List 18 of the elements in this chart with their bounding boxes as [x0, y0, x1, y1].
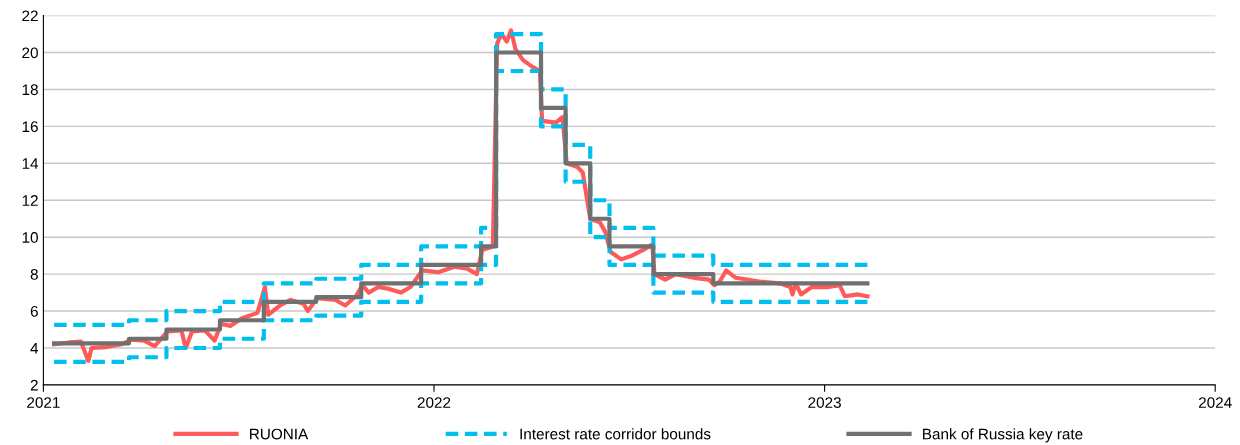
y-tick-label: 4	[30, 343, 39, 354]
y-tick-label: 12	[22, 195, 38, 206]
legend-label: Interest rate corridor bounds	[520, 428, 711, 440]
x-tick-label: 2024	[1198, 397, 1232, 408]
legend-label: RUONIA	[250, 428, 309, 440]
y-tick-label: 22	[22, 10, 38, 22]
y-tick-label: 8	[30, 268, 38, 280]
y-tick-label: 18	[22, 84, 38, 96]
x-tick-label: 2021	[27, 397, 60, 408]
y-tick-label: 6	[30, 305, 38, 317]
x-tick-label: 2022	[417, 397, 451, 408]
legend-label: Bank of Russia key rate	[923, 428, 1083, 443]
y-tick-label: 14	[22, 158, 39, 169]
y-tick-label: 16	[22, 121, 38, 133]
y-tick-label: 20	[22, 47, 38, 59]
y-tick-label: 2	[30, 379, 38, 391]
x-tick-label: 2023	[808, 397, 841, 408]
y-tick-label: 10	[22, 232, 38, 243]
